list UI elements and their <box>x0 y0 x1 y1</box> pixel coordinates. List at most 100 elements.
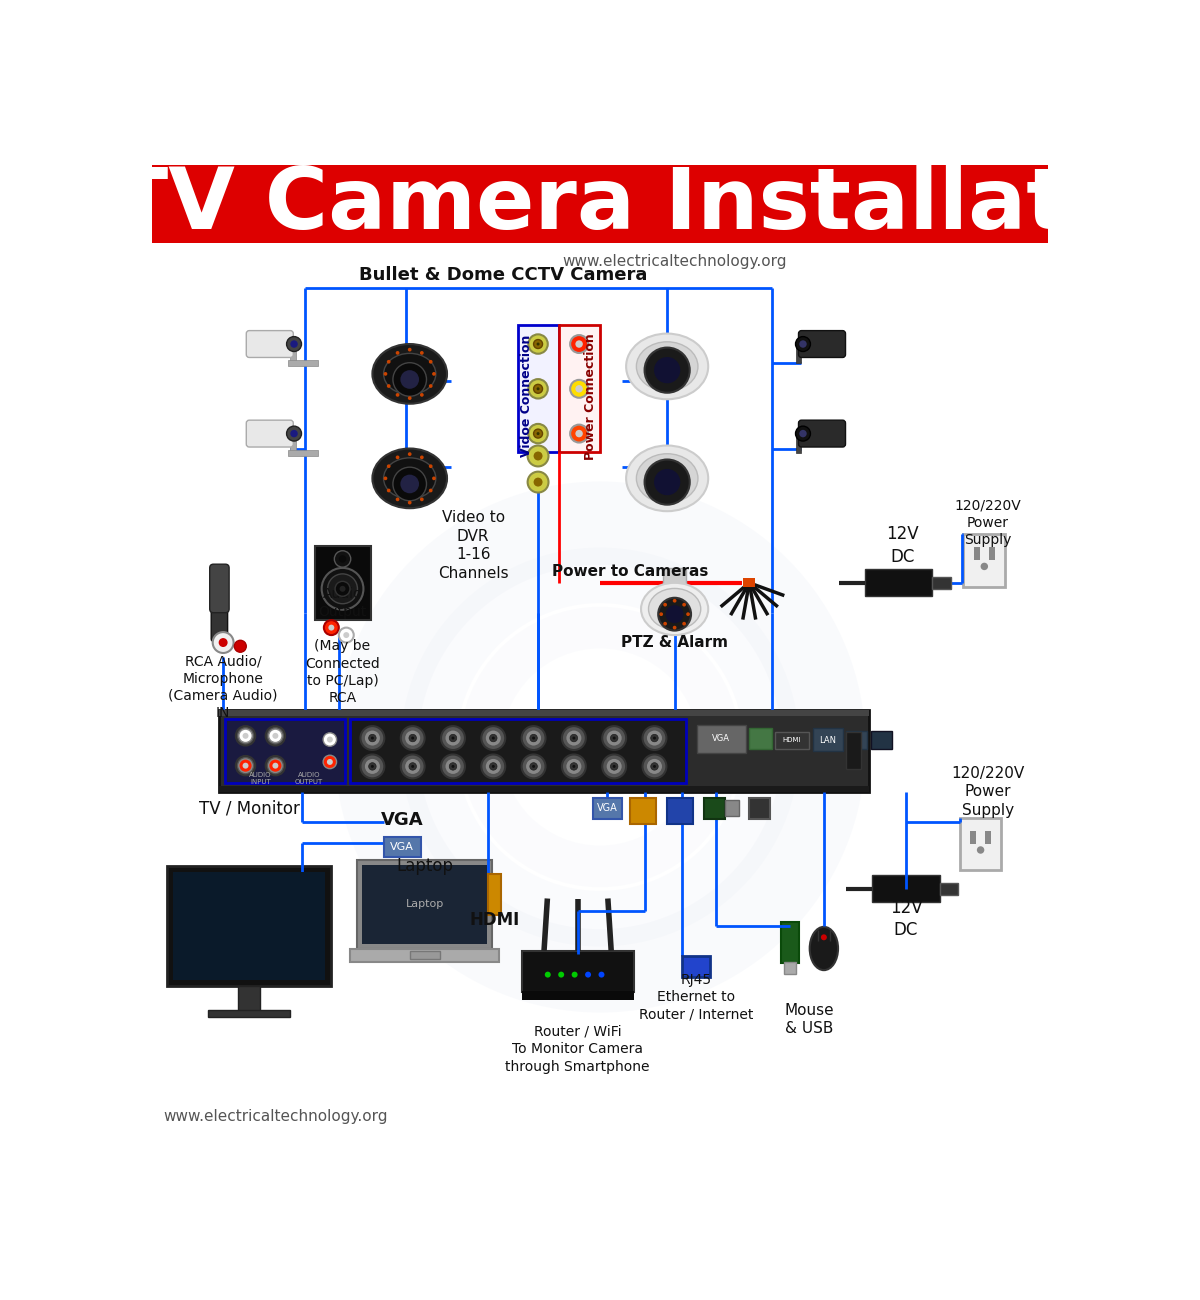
Bar <box>288 360 318 367</box>
Bar <box>290 341 296 364</box>
Circle shape <box>534 385 542 394</box>
Circle shape <box>485 758 502 775</box>
Circle shape <box>977 846 984 854</box>
Circle shape <box>323 733 336 746</box>
Circle shape <box>673 599 677 603</box>
Text: Laptop: Laptop <box>406 900 444 910</box>
Bar <box>964 534 1006 586</box>
Circle shape <box>445 758 461 775</box>
Circle shape <box>570 734 577 742</box>
Circle shape <box>265 757 286 775</box>
Circle shape <box>322 568 364 610</box>
Circle shape <box>404 729 421 746</box>
Bar <box>846 731 868 749</box>
Circle shape <box>290 430 298 437</box>
Ellipse shape <box>636 342 698 391</box>
Circle shape <box>287 337 301 351</box>
Circle shape <box>368 763 376 770</box>
Circle shape <box>653 764 656 768</box>
Circle shape <box>586 971 592 978</box>
Circle shape <box>572 737 575 740</box>
Circle shape <box>528 334 547 354</box>
Circle shape <box>236 757 256 775</box>
Text: HDMI: HDMI <box>469 911 520 930</box>
FancyBboxPatch shape <box>211 602 228 642</box>
Circle shape <box>821 935 827 940</box>
Circle shape <box>599 971 605 978</box>
Circle shape <box>532 737 535 740</box>
Circle shape <box>613 764 616 768</box>
Circle shape <box>570 335 588 354</box>
Circle shape <box>611 763 618 770</box>
Bar <box>775 732 809 749</box>
Circle shape <box>565 758 582 775</box>
Bar <box>518 325 559 452</box>
Bar <box>749 798 770 819</box>
Circle shape <box>492 764 494 768</box>
Circle shape <box>536 432 540 436</box>
Circle shape <box>396 351 400 355</box>
Circle shape <box>329 624 335 630</box>
Bar <box>781 923 799 963</box>
Text: Power to Cameras: Power to Cameras <box>552 564 708 579</box>
Bar <box>960 818 1002 870</box>
Bar <box>682 956 710 976</box>
Ellipse shape <box>636 454 698 503</box>
Text: www.electricaltechnology.org: www.electricaltechnology.org <box>562 255 786 269</box>
Circle shape <box>602 727 626 750</box>
Bar <box>350 719 686 783</box>
Bar <box>865 569 932 597</box>
Circle shape <box>575 385 583 393</box>
Circle shape <box>528 446 548 467</box>
Circle shape <box>611 734 618 742</box>
Circle shape <box>481 727 505 750</box>
Circle shape <box>528 380 547 399</box>
Circle shape <box>666 606 684 623</box>
Circle shape <box>562 727 586 750</box>
Circle shape <box>449 734 457 742</box>
Circle shape <box>408 500 412 504</box>
Text: Router / WiFi
To Monitor Camera
through Smartphone: Router / WiFi To Monitor Camera through … <box>505 1024 650 1074</box>
Text: Power Connection: Power Connection <box>583 333 596 460</box>
Circle shape <box>420 393 424 396</box>
Circle shape <box>532 764 535 768</box>
Bar <box>697 724 745 753</box>
Circle shape <box>364 758 380 775</box>
Text: RJ45
Ethernet to
Router / Internet: RJ45 Ethernet to Router / Internet <box>640 972 754 1022</box>
Bar <box>226 719 344 783</box>
Text: Bullet & Dome CCTV Camera: Bullet & Dome CCTV Camera <box>359 265 647 283</box>
Circle shape <box>534 429 542 438</box>
Bar <box>152 165 1048 243</box>
Circle shape <box>364 729 380 746</box>
Circle shape <box>442 727 464 750</box>
Circle shape <box>536 342 540 346</box>
Circle shape <box>602 754 626 779</box>
Circle shape <box>396 455 400 459</box>
Circle shape <box>392 467 426 500</box>
Circle shape <box>534 339 542 348</box>
Circle shape <box>644 347 690 393</box>
Circle shape <box>326 737 332 742</box>
Circle shape <box>530 734 538 742</box>
Circle shape <box>218 638 228 647</box>
Circle shape <box>242 733 248 738</box>
Bar <box>238 985 260 1011</box>
Bar <box>209 1010 290 1017</box>
Bar <box>932 577 950 589</box>
Circle shape <box>796 337 810 351</box>
Bar <box>290 430 296 452</box>
Circle shape <box>481 754 505 779</box>
Circle shape <box>799 430 806 437</box>
Circle shape <box>324 620 338 636</box>
Circle shape <box>401 727 425 750</box>
Circle shape <box>420 498 424 502</box>
Circle shape <box>650 763 659 770</box>
Circle shape <box>428 360 432 364</box>
Circle shape <box>409 763 416 770</box>
Text: VGA: VGA <box>390 842 414 852</box>
Text: VGA: VGA <box>712 734 730 744</box>
Ellipse shape <box>641 582 708 636</box>
Circle shape <box>368 734 376 742</box>
Circle shape <box>335 581 350 597</box>
Circle shape <box>534 477 542 486</box>
